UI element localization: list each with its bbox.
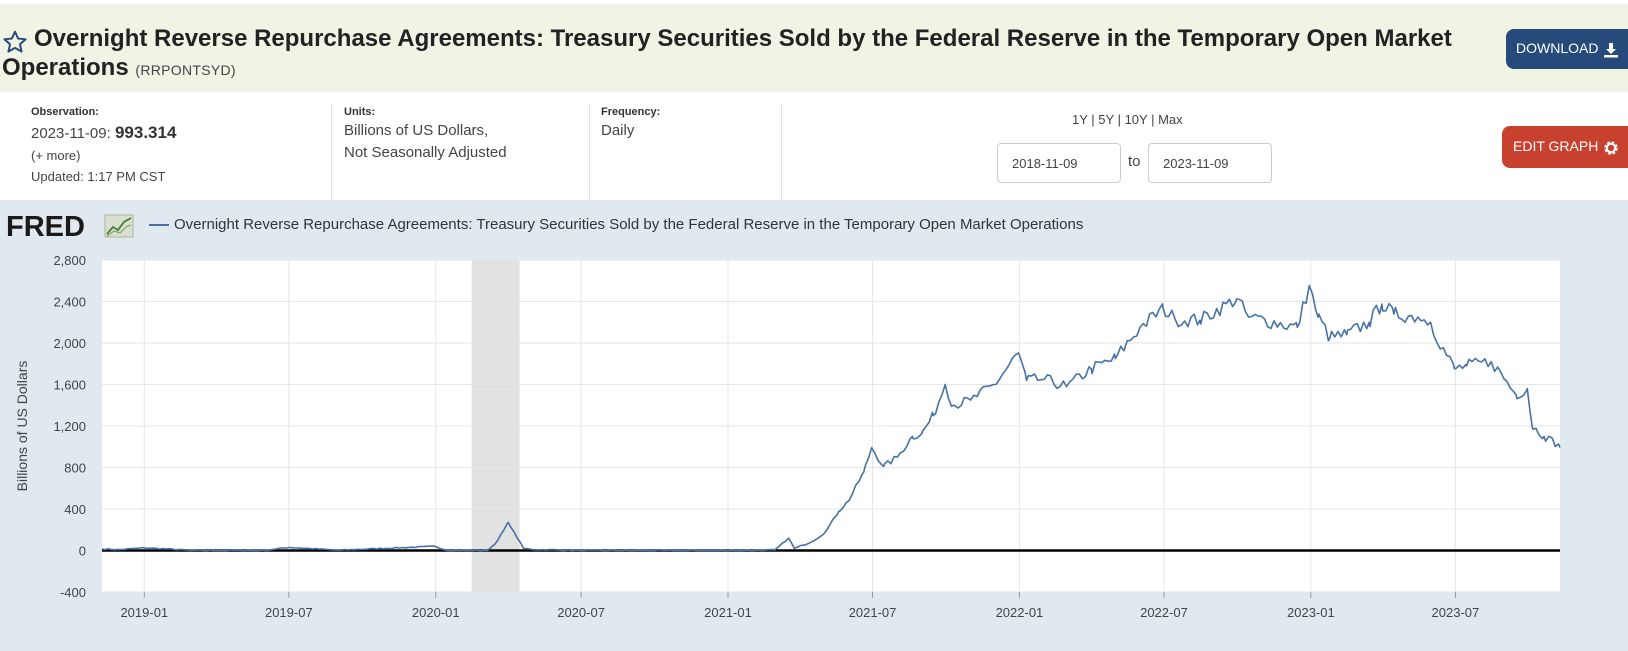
x-tick-label: 2023-07 [1432, 605, 1480, 620]
download-button[interactable]: DOWNLOAD [1506, 29, 1628, 69]
range-separator: | [1113, 112, 1125, 127]
legend-swatch [149, 224, 169, 226]
series-title-text: Overnight Reverse Repurchase Agreements:… [2, 25, 1452, 81]
more-link[interactable]: (+ more) [31, 148, 81, 163]
title-bar: Overnight Reverse Repurchase Agreements:… [0, 4, 1628, 92]
frequency-label: Frequency: [601, 106, 661, 118]
star-icon[interactable] [2, 29, 28, 55]
to-label: to [1128, 153, 1141, 170]
meta-divider [781, 104, 782, 200]
observation-label: Observation: [31, 106, 99, 118]
x-tick-label: 2019-01 [120, 605, 168, 620]
meta-divider [331, 104, 332, 200]
y-tick-label: 800 [64, 461, 86, 476]
y-tick-label: 2,000 [53, 336, 86, 351]
x-tick-label: 2021-01 [704, 605, 752, 620]
legend-label: Overnight Reverse Repurchase Agreements:… [174, 216, 1084, 233]
x-tick-label: 2020-01 [412, 605, 460, 620]
edit-graph-label: EDIT GRAPH [1513, 138, 1599, 155]
updated-time: Updated: 1:17 PM CST [31, 169, 166, 184]
range-link-10y[interactable]: 10Y [1124, 112, 1148, 127]
end-date-input[interactable] [1148, 143, 1272, 183]
frequency-value: Daily [601, 122, 635, 139]
y-tick-label: 0 [79, 544, 86, 559]
x-tick-label: 2023-01 [1287, 605, 1335, 620]
meta-divider [589, 104, 590, 200]
page-title: Overnight Reverse Repurchase Agreements:… [2, 24, 1462, 85]
units-label: Units: [344, 106, 376, 118]
y-tick-label: -400 [60, 585, 86, 600]
start-date-input[interactable] [997, 143, 1121, 183]
x-tick-label: 2020-07 [557, 605, 605, 620]
units-line-1: Billions of US Dollars, [344, 122, 489, 139]
range-separator: | [1147, 112, 1159, 127]
y-tick-label: 2,800 [53, 253, 86, 268]
x-tick-label: 2022-01 [996, 605, 1044, 620]
edit-graph-button[interactable]: EDIT GRAPH [1502, 126, 1628, 168]
range-link-max[interactable]: Max [1158, 112, 1183, 127]
svg-text:FRED: FRED [6, 211, 85, 242]
series-line[interactable] [101, 284, 1561, 552]
y-tick-label: 1,600 [53, 378, 86, 393]
download-icon [1604, 42, 1619, 58]
range-links: 1Y | 5Y | 10Y | Max [1072, 112, 1183, 127]
x-tick-label: 2019-07 [265, 605, 313, 620]
download-label: DOWNLOAD [1516, 40, 1599, 57]
y-tick-label: 2,400 [53, 295, 86, 310]
y-axis-label: Billions of US Dollars [14, 361, 30, 492]
chart-area: FRED Overnight Reverse Repurchase Agreem… [0, 200, 1628, 651]
observation-number: 993.314 [114, 123, 177, 142]
units-line-2: Not Seasonally Adjusted [344, 144, 507, 161]
x-tick-label: 2021-07 [849, 605, 897, 620]
y-tick-label: 1,200 [53, 419, 86, 434]
range-link-1y[interactable]: 1Y [1072, 112, 1088, 127]
series-id: (RRPONTSYD) [135, 62, 236, 78]
fred-logo: FRED [6, 211, 134, 242]
range-separator: | [1087, 112, 1099, 127]
gear-icon [1604, 140, 1619, 155]
x-tick-label: 2022-07 [1140, 605, 1188, 620]
observation-value: 2023-11-09: 993.314 [31, 122, 176, 145]
line-chart[interactable]: -400 0 400 800 1,200 1,600 2,000 2,400 2,800 2019… [0, 200, 1628, 651]
observation-date: 2023-11-09: [31, 125, 111, 142]
range-link-5y[interactable]: 5Y [1098, 112, 1114, 127]
y-tick-label: 400 [64, 502, 86, 517]
